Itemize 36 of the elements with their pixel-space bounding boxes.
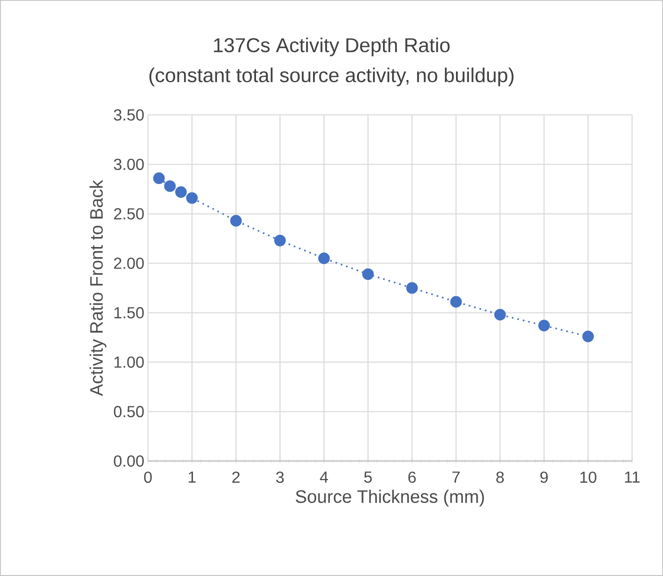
x-tick-label: 6 xyxy=(408,472,416,483)
x-tick-label: 0 xyxy=(144,472,152,483)
y-tick-label: 3.50 xyxy=(114,109,144,121)
x-tick-label: 3 xyxy=(276,472,284,483)
point xyxy=(582,330,594,342)
point xyxy=(494,308,506,320)
y-tick-label: 2.50 xyxy=(114,208,144,220)
y-tick-label: 1.00 xyxy=(114,356,144,368)
x-tick-label: 8 xyxy=(496,472,504,483)
x-tick-label: 7 xyxy=(452,472,460,483)
point xyxy=(450,296,462,308)
point xyxy=(164,180,176,192)
x-tick-label: 10 xyxy=(580,472,596,483)
chart-title: 137Cs Activity Depth Ratio (constant total source activity, no buildup) xyxy=(149,38,514,86)
y-tick-label: 0.00 xyxy=(114,455,144,467)
x-tick-label: 11 xyxy=(625,472,640,483)
point xyxy=(318,252,330,264)
x-tick-label: 4 xyxy=(320,472,328,483)
x-tick-label: 9 xyxy=(540,472,548,483)
y-tick-label: 2.00 xyxy=(114,258,144,269)
point xyxy=(230,214,242,227)
point xyxy=(274,234,286,246)
x-axis-title: Source Thickness (mm) xyxy=(296,490,484,507)
point xyxy=(153,172,165,184)
x-tick-label: 1 xyxy=(188,472,196,483)
y-axis-title: Activity Ratio Front to Back xyxy=(90,180,106,396)
x-tick-label: 5 xyxy=(364,472,372,483)
y-tick-label: 0.50 xyxy=(114,406,144,418)
y-tick-label: 3.00 xyxy=(114,158,144,170)
x-tick-label: 2 xyxy=(232,472,240,483)
point xyxy=(538,320,550,332)
point xyxy=(362,268,374,280)
point xyxy=(186,192,198,204)
point xyxy=(175,186,187,198)
y-tick-label: 1.50 xyxy=(114,307,144,318)
point xyxy=(406,282,418,294)
